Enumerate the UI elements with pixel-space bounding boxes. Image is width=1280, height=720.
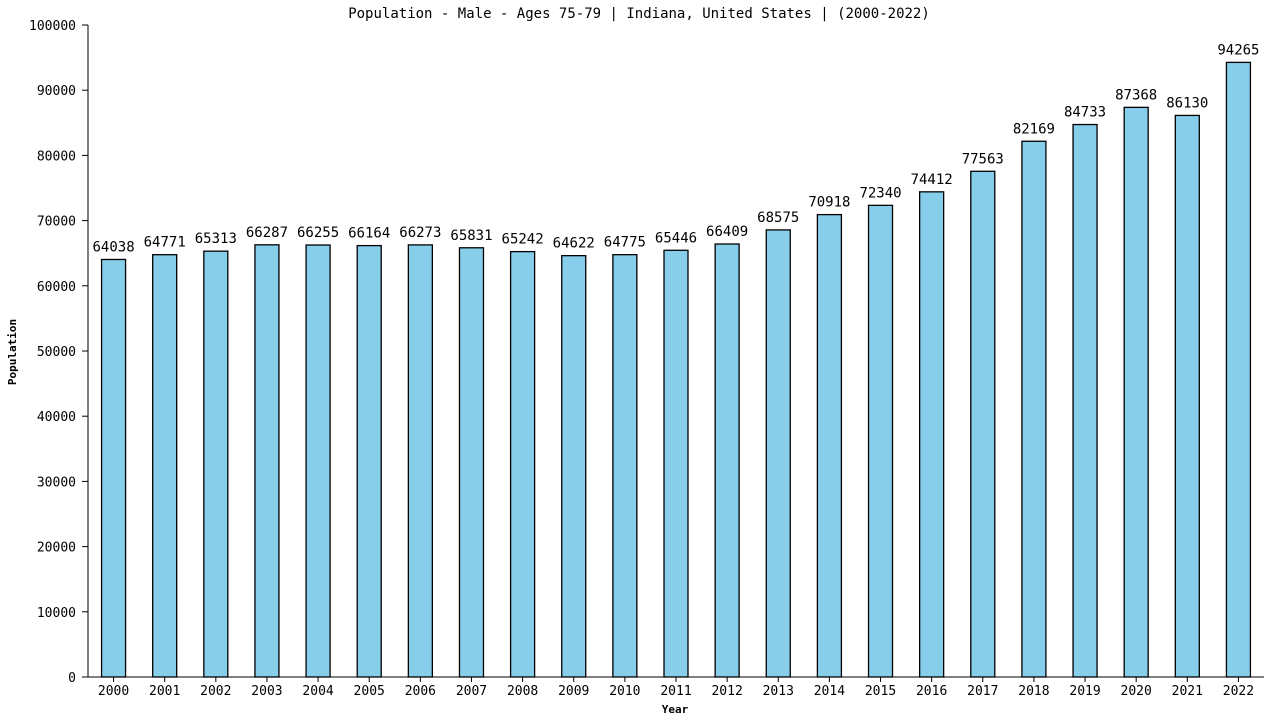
y-axis-title: Population <box>6 319 19 385</box>
y-tick-label: 90000 <box>37 84 76 99</box>
x-tick-label: 2004 <box>302 684 333 699</box>
data-label: 65446 <box>655 230 697 246</box>
data-label: 65313 <box>195 231 237 247</box>
bars-group <box>100 61 1252 678</box>
bar <box>305 244 331 678</box>
x-tick-label: 2015 <box>865 684 896 699</box>
bar <box>254 244 280 678</box>
x-tick-label: 2010 <box>609 684 640 699</box>
bar <box>1123 106 1149 678</box>
bar <box>561 255 587 678</box>
x-tick-label: 2002 <box>200 684 231 699</box>
data-label: 94265 <box>1217 42 1259 58</box>
bar <box>100 258 127 678</box>
x-tick-label: 2012 <box>711 684 742 699</box>
x-tick-label: 2000 <box>98 684 129 699</box>
x-tick-label: 2007 <box>456 684 487 699</box>
x-tick-label: 2019 <box>1069 684 1100 699</box>
x-tick-label: 2022 <box>1223 684 1254 699</box>
bar <box>407 244 433 678</box>
y-tick-label: 10000 <box>37 606 76 621</box>
x-tick-label: 2014 <box>814 684 845 699</box>
data-label: 66164 <box>348 226 390 242</box>
x-tick-label: 2013 <box>763 684 794 699</box>
x-axis-title: Year <box>662 703 689 716</box>
bar <box>203 250 229 678</box>
bar <box>152 254 178 678</box>
bar <box>509 250 536 678</box>
y-tick-label: 80000 <box>37 149 76 164</box>
x-tick-label: 2006 <box>405 684 436 699</box>
data-label: 82169 <box>1013 121 1055 137</box>
x-tick-label: 2017 <box>967 684 998 699</box>
data-label: 66255 <box>297 225 339 241</box>
data-label: 64622 <box>553 236 595 252</box>
x-tick-label: 2020 <box>1121 684 1152 699</box>
data-label: 64038 <box>92 239 134 255</box>
x-tick-label: 2016 <box>916 684 947 699</box>
data-label: 66409 <box>706 224 748 240</box>
data-label: 86130 <box>1166 95 1208 111</box>
bar <box>816 213 843 678</box>
bar <box>919 191 945 678</box>
data-label: 65242 <box>502 232 544 248</box>
y-axis: 0 10000 20000 30000 40000 50000 60000 70000 8000… <box>29 19 88 686</box>
bar <box>1021 140 1047 678</box>
x-tick-label: 2021 <box>1172 684 1203 699</box>
data-label: 68575 <box>757 210 799 226</box>
y-tick-label: 70000 <box>37 215 76 230</box>
data-label: 72340 <box>859 185 901 201</box>
bar <box>458 247 485 678</box>
x-tick-label: 2003 <box>251 684 282 699</box>
y-tick-label: 60000 <box>37 280 76 295</box>
bar <box>970 170 996 678</box>
bar <box>867 204 894 678</box>
bar <box>1072 123 1098 678</box>
x-tick-label: 2001 <box>149 684 180 699</box>
chart-title: Population - Male - Ages 75-79 | Indiana… <box>348 6 930 22</box>
bar <box>714 243 740 678</box>
bar <box>765 229 791 678</box>
data-label: 66287 <box>246 225 288 241</box>
bar <box>663 249 689 678</box>
bar <box>356 244 382 678</box>
y-tick-label: 0 <box>68 671 76 686</box>
data-label: 65831 <box>450 228 492 244</box>
y-tick-label: 20000 <box>37 541 76 556</box>
data-label: 84733 <box>1064 105 1106 121</box>
y-tick-label: 40000 <box>37 410 76 425</box>
x-tick-label: 2018 <box>1018 684 1049 699</box>
data-label: 64775 <box>604 235 646 251</box>
data-label: 77563 <box>962 151 1004 167</box>
bar <box>612 254 638 678</box>
data-label: 66273 <box>399 225 441 241</box>
data-label: 87368 <box>1115 87 1157 103</box>
data-label: 74412 <box>911 172 953 188</box>
x-tick-label: 2011 <box>660 684 691 699</box>
data-label: 64771 <box>144 235 186 251</box>
x-tick-label: 2008 <box>507 684 538 699</box>
y-tick-label: 100000 <box>29 19 76 34</box>
x-axis: 2000 2001 2002 2003 2004 2005 2006 2007 2008 2009… <box>98 677 1254 699</box>
y-tick-label: 50000 <box>37 345 76 360</box>
y-tick-label: 30000 <box>37 475 76 490</box>
data-label: 70918 <box>808 195 850 211</box>
value-labels-group: 64038 64771 65313 66287 66255 66164 66273 65831… <box>92 42 1259 255</box>
x-tick-label: 2005 <box>354 684 385 699</box>
bar <box>1225 61 1252 678</box>
x-tick-label: 2009 <box>558 684 589 699</box>
bar <box>1174 114 1200 678</box>
